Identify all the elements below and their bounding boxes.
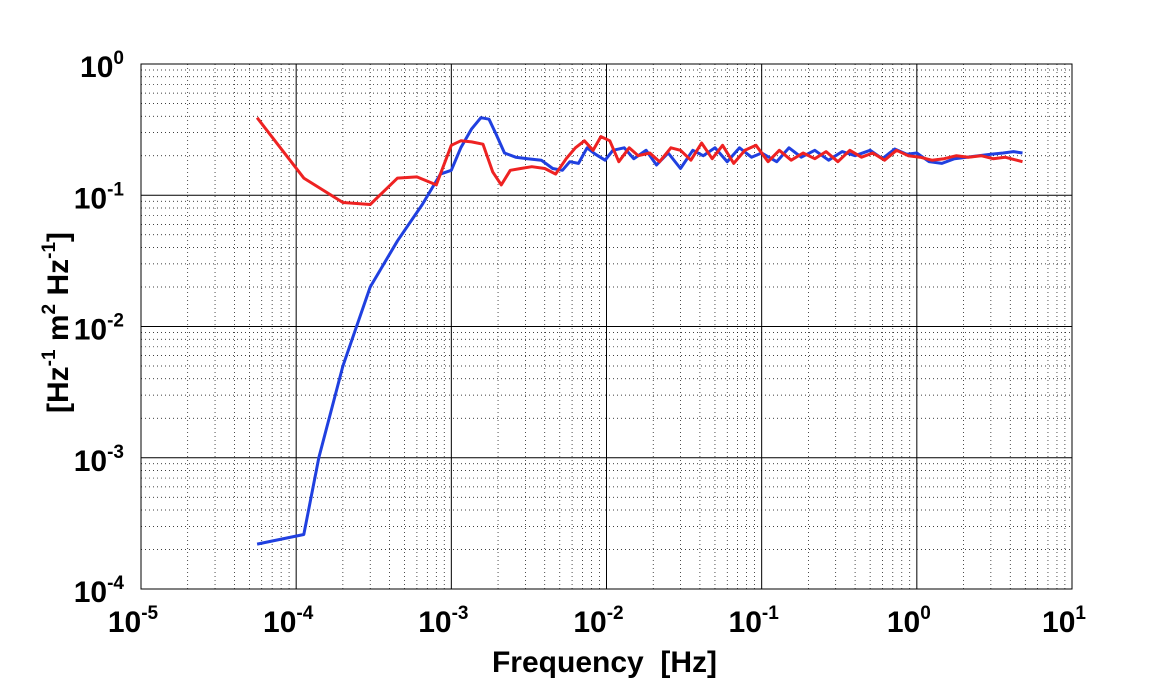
y-tick-label: 10-3 (74, 442, 124, 478)
y-axis-title-part: ] (42, 232, 75, 242)
y-axis-title-part: -1 (39, 242, 60, 259)
y-axis-title-part: [Hz (42, 366, 75, 413)
y-tick-labels: 10-4 10-3 10-2 10-1 100 (74, 48, 125, 609)
y-axis-title-part: m (42, 314, 75, 349)
x-tick-label: 100 (887, 603, 931, 639)
x-tick-label: 10-1 (729, 603, 780, 639)
x-tick-label: 10-2 (573, 603, 623, 639)
x-axis-title: Frequency [Hz] (492, 646, 717, 679)
y-tick-label: 10-2 (74, 311, 124, 347)
series-line-1 (256, 116, 1023, 546)
y-axis-title: [Hz-1 m2 Hz-1] (39, 232, 75, 413)
y-tick-label: 10-1 (74, 179, 125, 215)
y-axis-title-part: -1 (39, 349, 60, 366)
series-layer (255, 116, 1023, 546)
x-tick-label: 101 (1042, 603, 1086, 639)
x-tick-label: 10-4 (263, 603, 314, 639)
x-tick-label: 10-3 (418, 603, 468, 639)
y-axis-title-part: 2 (39, 304, 60, 315)
x-tick-label: 10-5 (108, 603, 159, 639)
plot-frame (140, 63, 1073, 590)
y-tick-label: 10-4 (74, 573, 125, 609)
major-grid (140, 63, 1073, 590)
series-line-2 (255, 116, 1023, 206)
y-axis-title-part: Hz (42, 259, 75, 304)
x-tick-labels: 10-5 10-4 10-3 10-2 10-1 100 101 (108, 603, 1087, 639)
y-tick-label: 100 (80, 48, 124, 84)
